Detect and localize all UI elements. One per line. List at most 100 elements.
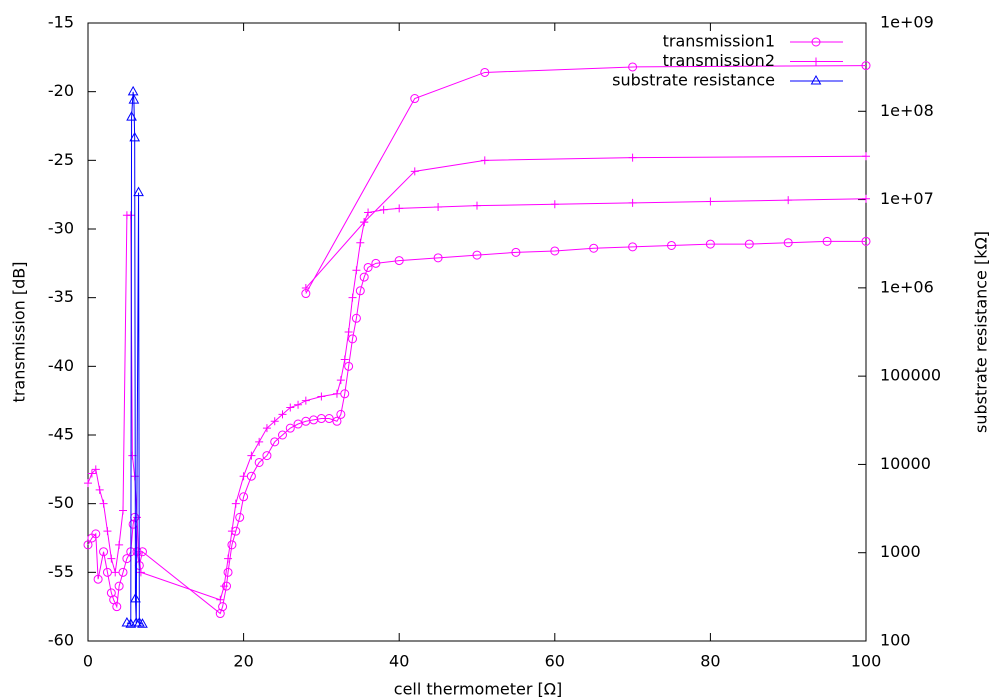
point [363, 262, 373, 272]
point [395, 204, 404, 213]
y2-tick-label: 100 [880, 631, 911, 650]
y2-axis-title: substrate resistance [kΩ] [972, 231, 991, 433]
point [220, 582, 229, 591]
point [628, 198, 637, 207]
point [628, 242, 638, 252]
point [371, 258, 381, 268]
point [126, 111, 137, 121]
point [783, 238, 793, 248]
x-axis-title: cell thermometer [Ω] [394, 680, 562, 699]
point [433, 253, 443, 263]
point [317, 392, 326, 401]
point [119, 506, 128, 515]
point [227, 527, 236, 536]
point [106, 588, 116, 598]
point [130, 592, 141, 603]
point [231, 499, 240, 508]
point [628, 62, 638, 72]
point [550, 200, 559, 209]
point [262, 451, 272, 461]
point [91, 529, 101, 539]
point [87, 469, 96, 478]
legend-label: transmission2 [663, 51, 775, 70]
y2-tick-label: 1e+08 [880, 101, 934, 120]
point [293, 419, 303, 429]
legend-marker [812, 57, 820, 66]
point [706, 197, 715, 206]
point [270, 437, 280, 447]
point [705, 239, 715, 249]
point [324, 414, 334, 424]
y-tick-label: -45 [48, 425, 74, 444]
y2-tick-label: 1e+09 [880, 13, 934, 32]
point [121, 616, 133, 627]
point [822, 236, 832, 246]
point [103, 527, 112, 536]
point [83, 540, 93, 550]
point [332, 389, 341, 398]
y2-tick-label: 100000 [880, 366, 941, 385]
point [360, 218, 369, 227]
y-tick-label: -20 [48, 81, 74, 100]
y-tick-label: -40 [48, 356, 74, 375]
point [215, 609, 225, 619]
point [254, 457, 264, 467]
point [255, 437, 264, 446]
point [93, 574, 103, 584]
point [239, 492, 249, 502]
x-tick-label: 40 [389, 652, 409, 671]
point [239, 472, 248, 481]
point [95, 485, 104, 494]
point [410, 94, 420, 104]
point [336, 376, 345, 385]
legend-marker [810, 74, 822, 85]
point [262, 424, 271, 433]
point [861, 236, 871, 246]
y-tick-label: -35 [48, 287, 74, 306]
point [784, 196, 793, 205]
point [111, 568, 120, 577]
y-tick-label: -60 [48, 631, 74, 650]
point [223, 567, 233, 577]
point [247, 451, 256, 460]
y2-tick-label: 1000 [880, 542, 921, 561]
point [434, 203, 443, 212]
point [128, 94, 140, 104]
y2-tick-label: 1e+06 [880, 277, 934, 296]
point [99, 547, 109, 557]
point [99, 499, 108, 508]
point [278, 430, 287, 440]
point [348, 293, 357, 302]
point [744, 239, 754, 249]
point [410, 167, 419, 176]
point [235, 512, 245, 522]
series-line [87, 65, 867, 615]
point [356, 238, 365, 247]
plot-frame [87, 22, 867, 642]
y-axis-title: transmission [dB] [10, 262, 29, 403]
point [589, 243, 599, 253]
point [628, 153, 637, 162]
point [862, 152, 870, 161]
point [107, 554, 116, 563]
point [136, 568, 145, 577]
point [340, 355, 349, 364]
point [511, 247, 521, 257]
legend-marker [811, 37, 821, 47]
point [278, 410, 287, 419]
point [355, 286, 365, 296]
x-tick-label: 20 [233, 652, 253, 671]
x-tick-label: 0 [83, 652, 93, 671]
point [351, 313, 361, 323]
point [667, 240, 676, 250]
point [91, 465, 100, 474]
point [285, 423, 295, 433]
point [332, 416, 342, 426]
point [133, 616, 145, 627]
y2-tick-label: 10000 [880, 454, 931, 473]
series-line [126, 91, 143, 625]
point [379, 205, 388, 214]
point [126, 211, 135, 220]
point [286, 403, 295, 412]
legend-label: substrate resistance [612, 71, 775, 90]
